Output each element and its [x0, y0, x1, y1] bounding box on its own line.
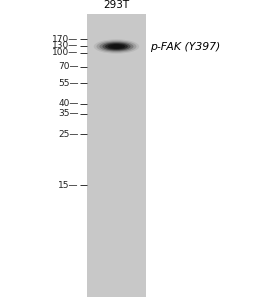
Bar	[87, 14, 146, 297]
Text: 40—: 40—	[58, 99, 79, 108]
Text: 35—: 35—	[58, 110, 79, 118]
Ellipse shape	[94, 39, 139, 54]
Ellipse shape	[96, 40, 137, 52]
Ellipse shape	[111, 45, 122, 48]
Text: 15—: 15—	[58, 181, 79, 190]
Text: 70—: 70—	[58, 62, 79, 71]
Text: 170—: 170—	[52, 34, 79, 43]
Text: 100—: 100—	[52, 48, 79, 57]
Text: 55—: 55—	[58, 79, 79, 88]
Ellipse shape	[99, 41, 134, 52]
Text: 293T: 293T	[104, 1, 129, 10]
Text: 130—: 130—	[52, 41, 79, 50]
Text: 25—: 25—	[58, 130, 79, 139]
Ellipse shape	[102, 42, 131, 51]
Ellipse shape	[105, 43, 128, 50]
Text: p-FAK (Y397): p-FAK (Y397)	[150, 41, 221, 52]
Ellipse shape	[108, 44, 125, 49]
